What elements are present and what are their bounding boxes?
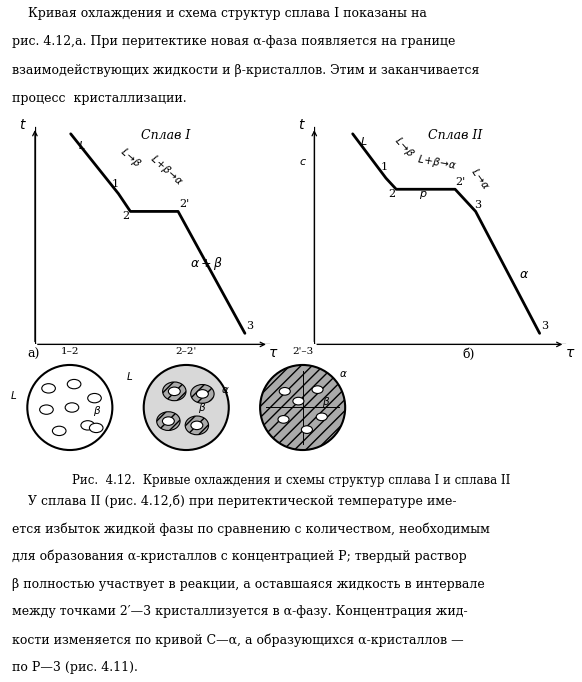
Text: $L\!\rightarrow\!\alpha$: $L\!\rightarrow\!\alpha$ bbox=[469, 165, 492, 191]
Text: б): б) bbox=[463, 348, 475, 361]
Text: $\alpha$: $\alpha$ bbox=[519, 268, 529, 281]
Ellipse shape bbox=[81, 421, 94, 430]
Ellipse shape bbox=[68, 379, 81, 389]
Text: $\alpha$: $\alpha$ bbox=[339, 369, 347, 379]
Text: $L\!\rightarrow\!\beta$: $L\!\rightarrow\!\beta$ bbox=[391, 133, 417, 160]
Text: $L$: $L$ bbox=[360, 135, 368, 147]
Text: $L$: $L$ bbox=[78, 139, 86, 151]
Text: для образования α-кристаллов с концентрацией Р; твердый раствор: для образования α-кристаллов с концентра… bbox=[12, 550, 466, 563]
Ellipse shape bbox=[52, 426, 66, 436]
Text: $\beta$: $\beta$ bbox=[93, 404, 101, 418]
Ellipse shape bbox=[197, 389, 208, 398]
Text: кости изменяется по кривой С—α, а образующихся α-кристаллов —: кости изменяется по кривой С—α, а образу… bbox=[12, 633, 463, 647]
Ellipse shape bbox=[162, 382, 186, 401]
Text: рис. 4.12,а. При перитектике новая α-фаза появляется на границе: рис. 4.12,а. При перитектике новая α-фаз… bbox=[12, 35, 455, 48]
Text: Сплав I: Сплав I bbox=[141, 130, 191, 143]
Text: 2'–3: 2'–3 bbox=[292, 347, 313, 357]
Circle shape bbox=[260, 365, 345, 450]
Ellipse shape bbox=[278, 415, 289, 424]
Text: ется избыток жидкой фазы по сравнению с количеством, необходимым: ется избыток жидкой фазы по сравнению с … bbox=[12, 522, 489, 535]
Text: а): а) bbox=[28, 348, 40, 361]
Text: $c$: $c$ bbox=[299, 157, 307, 167]
Ellipse shape bbox=[90, 424, 103, 432]
Text: $\beta$: $\beta$ bbox=[322, 396, 330, 409]
Circle shape bbox=[27, 365, 112, 450]
Text: по Р—3 (рис. 4.11).: по Р—3 (рис. 4.11). bbox=[12, 661, 137, 674]
Text: 3: 3 bbox=[541, 321, 548, 331]
Text: процесс  кристаллизации.: процесс кристаллизации. bbox=[12, 93, 186, 106]
Text: 2: 2 bbox=[122, 211, 129, 221]
Text: $\beta$: $\beta$ bbox=[198, 401, 207, 415]
Text: 2': 2' bbox=[179, 199, 190, 209]
Text: 2: 2 bbox=[389, 189, 396, 199]
Text: 1: 1 bbox=[381, 162, 388, 173]
Text: 3: 3 bbox=[246, 321, 253, 331]
Text: $\tau$: $\tau$ bbox=[268, 346, 279, 360]
Ellipse shape bbox=[40, 405, 54, 414]
Text: 3: 3 bbox=[474, 200, 481, 210]
Text: $p$: $p$ bbox=[419, 189, 428, 201]
Text: 1–2: 1–2 bbox=[61, 347, 79, 357]
Text: между точками 2′—3 кристаллизуется в α-фазу. Концентрация жид-: между точками 2′—3 кристаллизуется в α-ф… bbox=[12, 606, 467, 619]
Text: $L\!+\!\beta\!\rightarrow\!\alpha$: $L\!+\!\beta\!\rightarrow\!\alpha$ bbox=[147, 152, 186, 189]
Circle shape bbox=[144, 365, 229, 450]
Text: $\alpha+\beta$: $\alpha+\beta$ bbox=[190, 255, 223, 272]
Ellipse shape bbox=[88, 394, 101, 403]
Ellipse shape bbox=[191, 385, 214, 403]
Text: $L\!+\!\beta\!\rightarrow\!\alpha$: $L\!+\!\beta\!\rightarrow\!\alpha$ bbox=[416, 153, 458, 173]
Text: $L\!\rightarrow\!\beta$: $L\!\rightarrow\!\beta$ bbox=[117, 145, 144, 171]
Ellipse shape bbox=[168, 387, 180, 396]
Ellipse shape bbox=[157, 412, 180, 430]
Ellipse shape bbox=[191, 421, 203, 430]
Ellipse shape bbox=[279, 387, 290, 395]
Text: $\tau$: $\tau$ bbox=[565, 346, 576, 360]
Text: $L$: $L$ bbox=[126, 370, 133, 382]
Ellipse shape bbox=[185, 416, 208, 434]
Text: $t$: $t$ bbox=[19, 118, 27, 132]
Text: Рис.  4.12.  Кривые охлаждения и схемы структур сплава I и сплава II: Рис. 4.12. Кривые охлаждения и схемы стр… bbox=[72, 474, 510, 488]
Ellipse shape bbox=[65, 403, 79, 412]
Text: 2': 2' bbox=[455, 177, 466, 187]
Text: Кривая охлаждения и схема структур сплава I показаны на: Кривая охлаждения и схема структур сплав… bbox=[12, 7, 427, 20]
Ellipse shape bbox=[316, 413, 327, 421]
Ellipse shape bbox=[301, 426, 313, 434]
Text: $\alpha$: $\alpha$ bbox=[221, 385, 230, 395]
Text: β полностью участвует в реакции, а оставшаяся жидкость в интервале: β полностью участвует в реакции, а остав… bbox=[12, 578, 484, 591]
Text: взаимодействующих жидкости и β-кристаллов. Этим и заканчивается: взаимодействующих жидкости и β-кристалло… bbox=[12, 64, 479, 77]
Text: У сплава II (рис. 4.12,б) при перитектической температуре име-: У сплава II (рис. 4.12,б) при перитектич… bbox=[12, 494, 456, 508]
Ellipse shape bbox=[312, 386, 323, 394]
Ellipse shape bbox=[42, 384, 55, 393]
Text: 1: 1 bbox=[111, 179, 118, 189]
Text: $t$: $t$ bbox=[297, 118, 306, 132]
Text: Сплав II: Сплав II bbox=[428, 130, 482, 143]
Ellipse shape bbox=[293, 398, 304, 405]
Ellipse shape bbox=[162, 417, 175, 426]
Text: $L$: $L$ bbox=[9, 389, 17, 401]
Text: 2–2': 2–2' bbox=[176, 347, 197, 357]
